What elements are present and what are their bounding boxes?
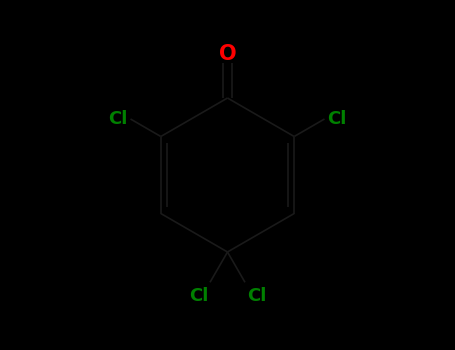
Text: Cl: Cl <box>108 110 128 128</box>
Text: O: O <box>219 44 236 64</box>
Text: Cl: Cl <box>327 110 347 128</box>
Text: Cl: Cl <box>189 287 208 304</box>
Text: Cl: Cl <box>247 287 266 304</box>
